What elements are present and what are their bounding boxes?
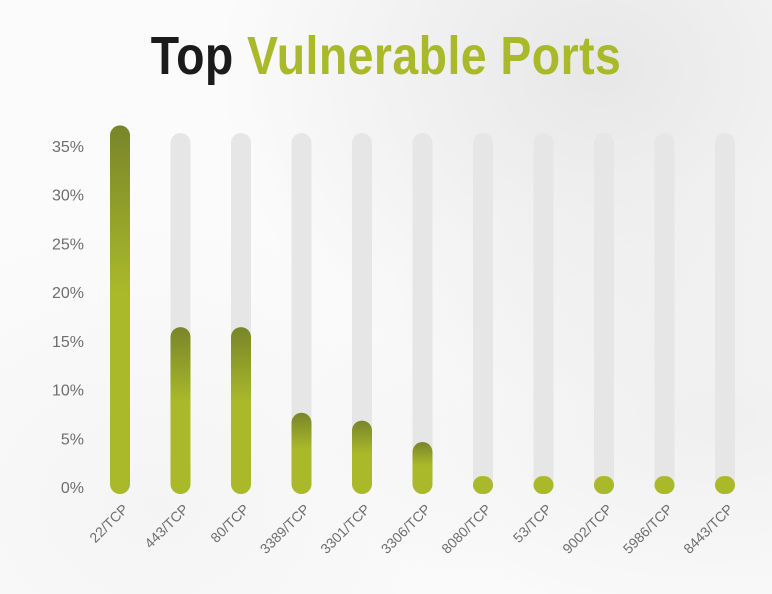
x-category-label: 80/TCP [207,501,252,546]
bar-track [594,133,614,494]
bar-3389-tcp [291,412,312,494]
bar-track [715,133,735,494]
y-tick-label: 20% [52,285,84,302]
bar-5986-tcp [654,476,675,494]
x-axis: 22/TCP 443/TCP 80/TCP 3389/TCP 3301/TCP 3306/… [86,501,736,557]
x-category-label: 8080/TCP [438,501,494,557]
y-tick-label: 35% [52,139,84,156]
x-category-label: 22/TCP [86,501,131,546]
x-category-label: 53/TCP [510,501,555,546]
bar-track [533,133,554,494]
y-axis: 0% 5% 10% 15% 20% 25% 30% 35% [52,139,84,497]
bar-9002-tcp [594,476,614,494]
x-category-label: 443/TCP [141,501,191,551]
bar-track [291,133,312,494]
bar-tracks [110,133,735,494]
bar-track [352,133,372,494]
y-tick-label: 30% [52,188,84,205]
chart-title: Top Vulnerable Ports [54,24,718,88]
x-category-label: 3389/TCP [257,501,313,557]
x-category-label: 3306/TCP [378,501,434,557]
bar-22-tcp [110,125,130,494]
bar-track [473,133,493,494]
y-tick-label: 15% [52,334,84,351]
y-tick-label: 5% [61,431,84,448]
y-tick-label: 0% [61,480,84,497]
bar-53-tcp [533,476,554,494]
bar-80-tcp [231,327,251,494]
x-category-label: 5986/TCP [620,501,676,557]
bar-443-tcp [170,327,191,494]
y-tick-label: 25% [52,236,84,253]
x-category-label: 8443/TCP [680,501,736,557]
title-part-vulnerable-ports: Vulnerable Ports [247,26,622,86]
y-tick-label: 10% [52,383,84,400]
bar-track [654,133,675,494]
bar-8443-tcp [715,476,735,494]
bar-3301-tcp [352,420,372,494]
bars [110,125,735,494]
x-category-label: 9002/TCP [559,501,615,557]
x-category-label: 3301/TCP [317,501,373,557]
bar-8080-tcp [473,476,493,494]
title-part-top: Top [150,26,234,86]
bar-3306-tcp [412,442,433,494]
bar-track [412,133,433,494]
